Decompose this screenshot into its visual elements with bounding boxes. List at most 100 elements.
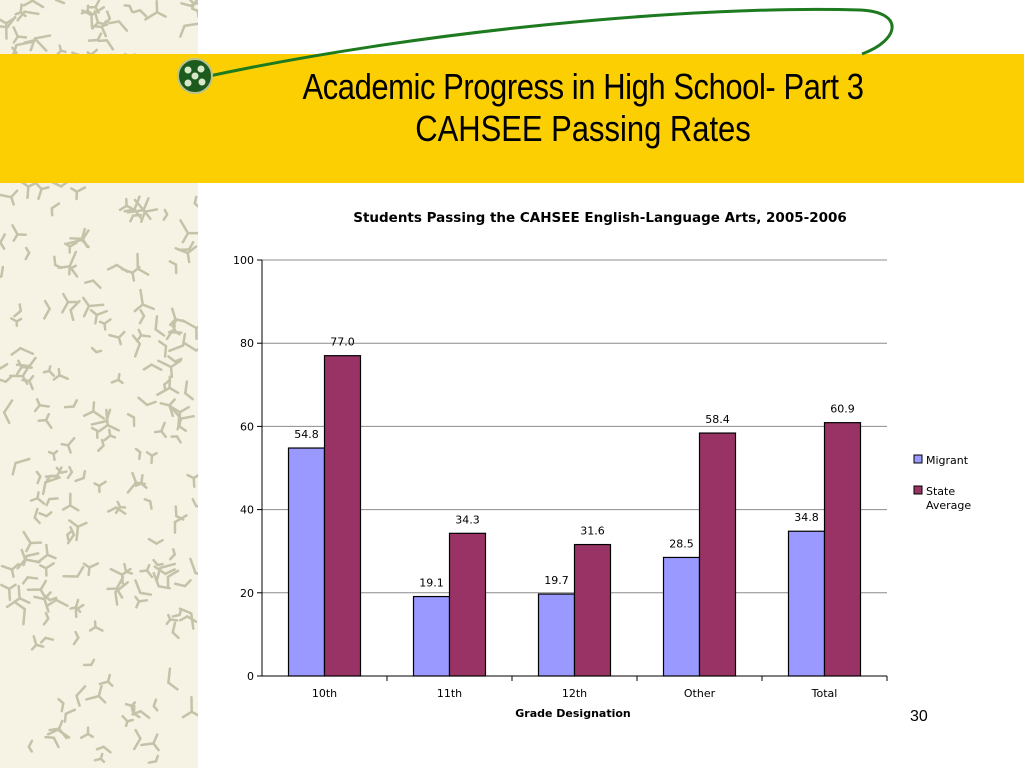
- pattern-glyph: [2, 399, 14, 425]
- bar-migrant: [412, 595, 451, 677]
- pattern-glyph: [171, 608, 183, 618]
- pattern-glyph: [0, 189, 19, 206]
- legend-label: Migrant: [926, 454, 969, 467]
- pattern-glyph: [186, 473, 198, 488]
- y-tick-label: 40: [240, 504, 254, 517]
- pattern-glyph: [133, 728, 142, 751]
- data-label: 19.7: [544, 574, 569, 587]
- bar-state-average: [448, 532, 487, 677]
- pattern-glyph: [97, 408, 120, 433]
- pattern-glyph: [145, 451, 158, 465]
- legend-swatch: [913, 485, 923, 495]
- pattern-glyph: [39, 562, 55, 577]
- y-tick-label: 80: [240, 337, 254, 350]
- pattern-glyph: [156, 375, 180, 396]
- data-label: 60.9: [830, 403, 855, 416]
- pattern-glyph: [110, 372, 124, 385]
- pattern-glyph: [108, 330, 126, 346]
- pattern-glyph: [163, 378, 172, 392]
- pattern-glyph: [34, 181, 50, 201]
- pattern-glyph: [168, 404, 190, 428]
- pattern-glyph: [57, 697, 65, 713]
- pattern-glyph: [124, 701, 137, 714]
- pattern-glyph: [80, 4, 93, 15]
- slide-title: Academic Progress in High School- Part 3…: [198, 66, 968, 150]
- pattern-glyph: [30, 635, 45, 651]
- pattern-glyph: [22, 530, 43, 553]
- pattern-glyph: [10, 347, 35, 356]
- legend-label: State Average: [926, 485, 971, 512]
- pattern-glyph: [98, 673, 114, 687]
- bar-migrant: [662, 556, 701, 677]
- pattern-glyph: [132, 9, 148, 18]
- pattern-glyph: [26, 579, 48, 599]
- pattern-glyph: [50, 202, 61, 217]
- pattern-glyph: [171, 621, 180, 640]
- pattern-glyph: [103, 428, 117, 442]
- pattern-glyph: [66, 526, 76, 545]
- pattern-glyph: [134, 447, 142, 461]
- pattern-glyph: [11, 224, 27, 242]
- bar-state-average: [323, 355, 362, 677]
- data-labels: 54.8 77.0 19.1 34.3 19.7 31.6 28.5 58.4 34.8 60.9: [294, 336, 855, 590]
- pattern-glyph: [0, 265, 5, 279]
- pattern-glyph: [44, 735, 60, 749]
- pattern-glyph: [45, 474, 60, 482]
- pattern-glyph: [22, 0, 45, 9]
- bar-state-average: [823, 422, 862, 677]
- swoosh-decoration: [177, 7, 894, 94]
- pattern-glyph: [42, 611, 50, 626]
- pattern-glyph: [193, 195, 198, 208]
- pattern-glyph: [139, 563, 154, 579]
- data-label: 34.3: [455, 513, 480, 526]
- pattern-glyph: [97, 438, 105, 452]
- bar-migrant: [787, 530, 826, 677]
- pattern-glyph: [42, 299, 51, 320]
- pattern-glyph: [82, 658, 96, 667]
- pattern-glyph: [61, 492, 80, 512]
- y-tick-label: 60: [240, 420, 254, 433]
- pattern-glyph: [143, 498, 153, 510]
- pattern-glyph: [61, 292, 78, 314]
- pattern-glyph: [38, 511, 53, 518]
- pattern-glyph: [162, 208, 169, 221]
- y-tick-label: 0: [247, 670, 254, 683]
- pattern-glyph: [85, 685, 107, 704]
- pattern-glyph: [93, 752, 106, 764]
- bar-migrant: [287, 447, 326, 677]
- pattern-glyph: [134, 579, 153, 596]
- pattern-glyph: [72, 630, 80, 646]
- pattern-glyph: [126, 412, 136, 428]
- page-number: 30: [910, 708, 928, 725]
- pattern-glyph: [14, 3, 27, 18]
- pattern-glyph: [174, 245, 198, 264]
- pattern-glyph: [95, 745, 112, 754]
- pattern-glyph: [62, 565, 85, 578]
- pattern-glyph: [144, 0, 167, 21]
- pattern-glyph: [189, 557, 198, 575]
- data-label: 54.8: [294, 428, 319, 441]
- x-tick-label: Other: [684, 687, 716, 700]
- pattern-glyph: [82, 401, 106, 420]
- pattern-glyph: [68, 519, 88, 542]
- pattern-glyph: [46, 728, 71, 739]
- pattern-glyph: [153, 421, 168, 439]
- pattern-glyph: [89, 308, 109, 325]
- pattern-glyph: [167, 667, 179, 691]
- pattern-glyph: [42, 365, 56, 377]
- pattern-glyph: [165, 330, 183, 341]
- pattern-glyph: [46, 598, 69, 608]
- pattern-glyph: [180, 0, 198, 8]
- pattern-glyph: [0, 583, 17, 602]
- pattern-glyph: [133, 288, 155, 313]
- bars: [287, 355, 862, 677]
- globe-icon: [177, 58, 213, 94]
- pattern-glyph: [138, 309, 146, 325]
- pattern-glyph: [90, 426, 99, 440]
- x-tick-label: 10th: [312, 687, 337, 700]
- pattern-glyph: [170, 435, 182, 444]
- pattern-glyph: [29, 491, 46, 505]
- pattern-glyph: [75, 684, 87, 707]
- pattern-glyph: [123, 4, 134, 13]
- pattern-glyph: [10, 317, 23, 327]
